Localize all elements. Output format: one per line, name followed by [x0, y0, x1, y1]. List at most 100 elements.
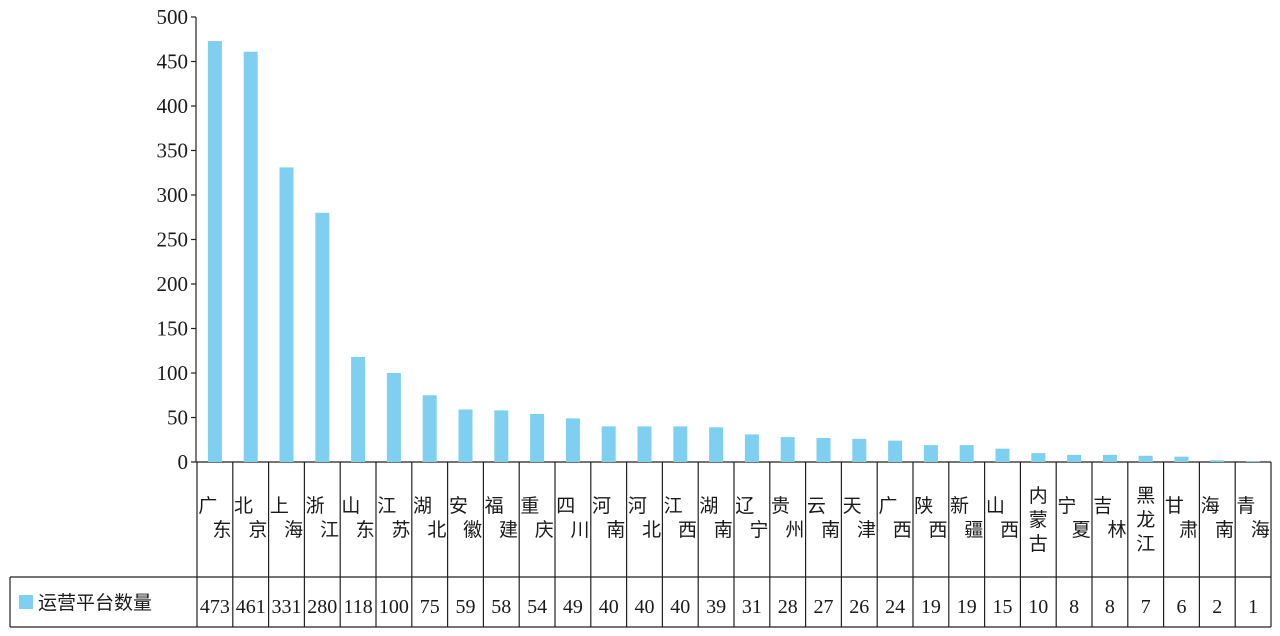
y-tick-label: 0 — [178, 450, 189, 474]
y-tick-label: 300 — [157, 183, 189, 207]
data-label: 461 — [236, 596, 266, 618]
data-label: 118 — [343, 596, 372, 618]
bar — [351, 356, 366, 462]
bar — [780, 437, 795, 462]
data-label: 10 — [1028, 596, 1048, 618]
data-label: 39 — [706, 596, 726, 618]
x-tick-label: 黑龙江 — [1136, 485, 1155, 555]
data-label: 40 — [635, 596, 655, 618]
x-tick-label: 云南 — [807, 495, 840, 541]
x-tick-label: 吉林 — [1093, 495, 1126, 541]
bar — [995, 448, 1010, 462]
data-label: 59 — [456, 596, 476, 618]
data-label: 8 — [1069, 596, 1079, 618]
data-label: 28 — [778, 596, 798, 618]
y-tick-label: 500 — [157, 5, 189, 29]
data-label: 31 — [742, 596, 762, 618]
data-label: 58 — [491, 596, 511, 618]
x-tick-label: 陕西 — [914, 495, 947, 541]
y-tick-label: 150 — [157, 317, 189, 341]
data-label: 27 — [814, 596, 834, 618]
bar — [888, 440, 903, 462]
x-tick-label: 浙江 — [306, 495, 339, 541]
bar — [816, 437, 831, 462]
x-tick-label: 天津 — [843, 495, 876, 541]
x-tick-label: 海南 — [1201, 495, 1234, 541]
bar — [1210, 460, 1225, 462]
data-label: 7 — [1141, 596, 1151, 618]
legend-label: 运营平台数量 — [38, 592, 152, 614]
data-label: 100 — [379, 596, 409, 618]
x-tick-label: 河北 — [628, 495, 661, 541]
x-tick-label: 贵州 — [771, 495, 804, 541]
y-tick-label: 400 — [157, 94, 189, 118]
y-tick-label: 450 — [157, 50, 189, 74]
data-label: 54 — [527, 596, 547, 618]
y-tick-label: 200 — [157, 272, 189, 296]
x-tick-label: 山西 — [986, 495, 1019, 541]
data-label: 1 — [1248, 596, 1258, 618]
bar — [852, 438, 867, 462]
x-tick-label: 湖北 — [413, 495, 446, 541]
bar — [637, 426, 652, 462]
bar — [386, 373, 401, 462]
data-label: 49 — [563, 596, 583, 618]
bar — [494, 410, 509, 462]
bar — [744, 434, 759, 462]
x-tick-label: 山东 — [341, 495, 374, 541]
bar — [601, 426, 616, 462]
data-label: 331 — [272, 596, 302, 618]
legend-swatch — [19, 595, 33, 609]
x-tick-label: 四川 — [556, 495, 589, 541]
bar — [1138, 455, 1153, 462]
data-label: 6 — [1177, 596, 1187, 618]
data-label: 40 — [599, 596, 619, 618]
x-tick-label: 广东 — [198, 495, 231, 541]
y-tick-label: 250 — [157, 228, 189, 252]
bar — [1246, 461, 1261, 462]
bar — [923, 445, 938, 462]
bar — [530, 413, 545, 462]
data-label: 2 — [1212, 596, 1222, 618]
x-tick-label: 福建 — [485, 495, 518, 541]
data-label: 19 — [957, 596, 977, 618]
x-tick-label: 湖南 — [699, 495, 732, 541]
bar — [709, 427, 724, 462]
bar — [673, 426, 688, 462]
data-label: 24 — [885, 596, 905, 618]
bar — [422, 395, 437, 462]
data-label: 26 — [849, 596, 869, 618]
x-tick-label: 甘肃 — [1165, 495, 1198, 541]
y-tick-label: 50 — [167, 406, 188, 430]
x-tick-label: 安徽 — [449, 495, 482, 541]
x-tick-label: 江苏 — [377, 495, 410, 541]
bar — [1067, 454, 1082, 462]
x-tick-label: 新疆 — [950, 495, 983, 541]
data-label: 75 — [420, 596, 440, 618]
x-tick-label: 广西 — [878, 495, 911, 541]
bar — [458, 409, 473, 462]
bar — [1031, 453, 1046, 462]
bar — [1102, 454, 1117, 462]
bar — [207, 41, 222, 462]
y-tick-label: 350 — [157, 139, 189, 163]
bar — [279, 167, 294, 462]
x-tick-label: 宁夏 — [1057, 495, 1090, 541]
data-label: 15 — [993, 596, 1013, 618]
bar — [243, 51, 258, 463]
bar — [315, 212, 330, 462]
x-tick-label: 北京 — [234, 495, 267, 541]
x-tick-label: 辽宁 — [735, 495, 768, 541]
data-label: 280 — [307, 596, 337, 618]
bar — [565, 418, 580, 462]
x-tick-label: 上海 — [270, 495, 303, 541]
data-label: 40 — [670, 596, 690, 618]
x-tick-label: 青海 — [1236, 495, 1269, 541]
data-label: 8 — [1105, 596, 1115, 618]
x-tick-label: 内蒙古 — [1029, 485, 1048, 555]
data-label: 19 — [921, 596, 941, 618]
y-tick-label: 100 — [157, 361, 189, 385]
data-label: 473 — [200, 596, 230, 618]
x-tick-label: 重庆 — [520, 495, 553, 541]
